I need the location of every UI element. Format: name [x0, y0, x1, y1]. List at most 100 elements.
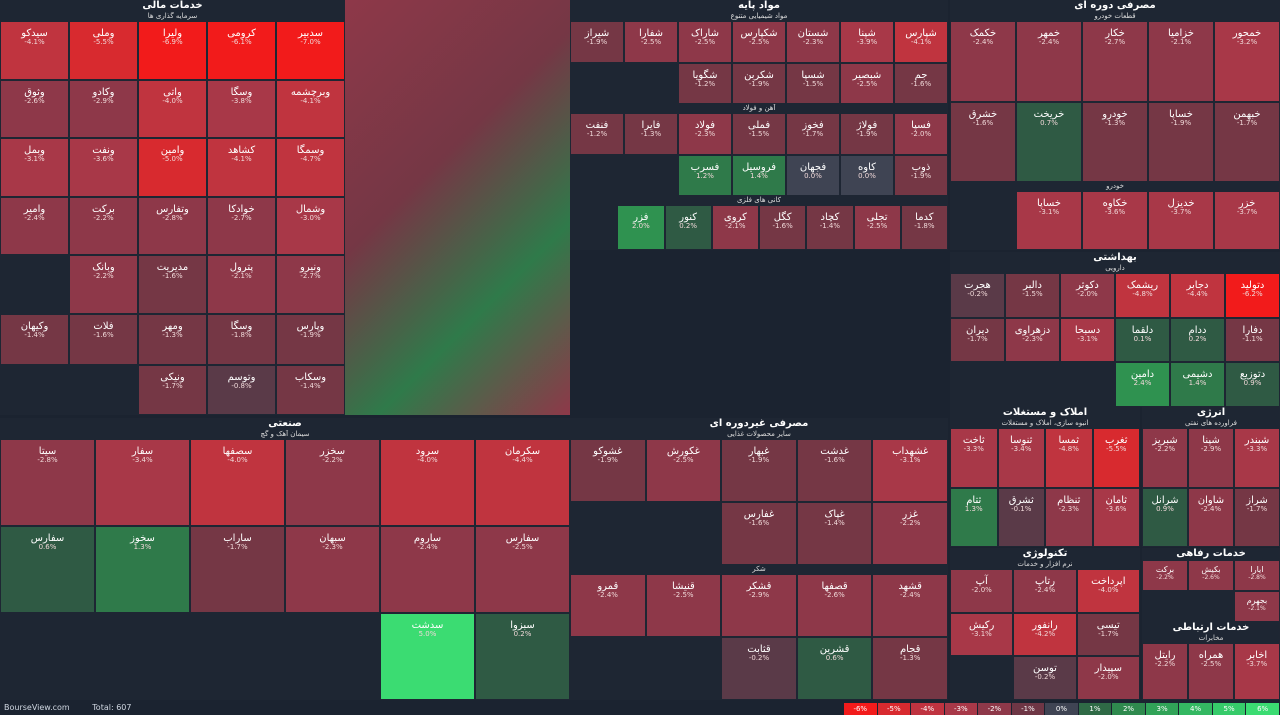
stock-tile[interactable]: شسپا -1.5% [786, 62, 840, 104]
stock-tile[interactable]: رایتل -2.2% [1142, 643, 1188, 700]
stock-tile[interactable]: سفارس 0.6% [0, 526, 95, 613]
sector-title[interactable]: مصرفی دوره ای [950, 0, 1280, 12]
stock-tile[interactable]: شرانل 0.9% [1142, 487, 1188, 547]
stock-tile[interactable]: وسکاب -1.4% [276, 364, 345, 415]
stock-tile[interactable]: شپنا -2.9% [1188, 428, 1234, 488]
stock-tile[interactable]: کشاهد -4.1% [207, 138, 276, 197]
stock-tile[interactable]: غزر -2.2% [872, 502, 948, 565]
stock-tile[interactable]: شگویا -1.2% [678, 62, 732, 104]
stock-tile[interactable]: غشهداب -3.1% [872, 439, 948, 502]
stock-tile[interactable]: فسپا -2.0% [894, 113, 948, 155]
sector-title[interactable]: بهداشتی [950, 252, 1280, 264]
stock-tile[interactable]: رتاپ -2.4% [1013, 569, 1077, 613]
industry-title[interactable]: سایر محصولات غذایی [727, 430, 791, 438]
stock-tile[interactable]: سیتا -2.8% [0, 439, 95, 526]
stock-tile[interactable]: خکار -2.7% [1082, 21, 1148, 102]
industry-title[interactable]: آهن و فولاد [742, 104, 776, 112]
stock-tile[interactable]: غپاک -1.4% [796, 502, 873, 565]
industry-title[interactable]: سرمایه گذاری ها [147, 12, 198, 20]
stock-tile[interactable]: ثتام 1.3% [950, 487, 998, 547]
stock-tile[interactable]: فسرب 1.2% [678, 154, 732, 196]
sector-title[interactable]: انرژی [1142, 407, 1280, 419]
stock-tile[interactable]: فزر 2.0% [617, 205, 665, 250]
stock-tile[interactable]: دفارا -1.1% [1225, 317, 1280, 363]
stock-tile[interactable]: غشوکو -1.9% [570, 439, 646, 502]
stock-tile[interactable]: پترول -2.1% [207, 255, 276, 314]
stock-tile[interactable]: دامین 2.4% [1115, 362, 1170, 407]
industry-title[interactable]: شکر [752, 565, 766, 573]
sector-title[interactable]: مصرفی غیردوره ای [570, 418, 948, 430]
sector-title[interactable]: خدمات ارتباطی [1142, 622, 1280, 634]
stock-tile[interactable]: غکورش -2.5% [645, 439, 722, 502]
stock-tile[interactable]: بکیش -2.6% [1188, 560, 1234, 591]
stock-tile[interactable]: ایارا -2.8% [1234, 560, 1280, 591]
stock-tile[interactable]: دالبر -1.5% [1005, 273, 1060, 318]
stock-tile[interactable]: خمهر -2.4% [1016, 21, 1082, 102]
stock-tile[interactable]: خریخت 0.7% [1016, 101, 1082, 182]
stock-tile[interactable]: ثاخت -3.3% [950, 428, 998, 488]
stock-tile[interactable]: فخوز -1.7% [786, 113, 840, 155]
stock-tile[interactable]: قمرو -2.4% [570, 574, 646, 637]
stock-tile[interactable]: خکاوه -3.6% [1082, 191, 1148, 250]
stock-tile[interactable]: وامیر -2.4% [0, 196, 69, 256]
stock-tile[interactable]: دلقما 0.1% [1115, 317, 1170, 363]
stock-tile[interactable]: غبهار -1.9% [721, 439, 797, 502]
stock-tile[interactable]: خساپا -1.9% [1148, 101, 1214, 182]
stock-tile[interactable]: قشرین 0.6% [796, 637, 873, 700]
stock-tile[interactable]: شپارس -4.1% [894, 21, 948, 63]
stock-tile[interactable]: قصفها -2.6% [796, 574, 873, 637]
stock-tile[interactable]: قشهد -2.4% [872, 574, 948, 637]
site-name[interactable]: BourseView.com [4, 703, 70, 712]
stock-tile[interactable]: قثابت -0.2% [721, 637, 797, 700]
stock-tile[interactable]: سکرمان -4.4% [475, 439, 570, 526]
stock-tile[interactable]: شبصیر -2.5% [840, 62, 894, 104]
industry-title[interactable]: نرم افزار و خدمات [1017, 560, 1073, 568]
stock-tile[interactable]: کگل -1.6% [759, 205, 807, 250]
stock-tile[interactable]: شکپارس -2.5% [732, 21, 786, 63]
stock-tile[interactable]: ثنوسا -3.4% [997, 428, 1045, 488]
industry-title[interactable]: انبوه سازی، املاک و مستغلات [1001, 419, 1089, 427]
stock-tile[interactable]: بجهرم -2.1% [1234, 591, 1280, 622]
stock-tile[interactable]: سفارس -2.5% [475, 526, 570, 613]
stock-tile[interactable]: ولیرا -6.9% [138, 21, 207, 80]
stock-tile[interactable]: هجرت -0.2% [950, 273, 1005, 318]
stock-tile[interactable]: وثوق -2.6% [0, 79, 69, 139]
stock-tile[interactable]: دیران -1.7% [950, 317, 1005, 363]
stock-tile[interactable]: خکمک -2.4% [950, 21, 1016, 102]
stock-tile[interactable]: فنفت -1.2% [570, 113, 624, 155]
stock-tile[interactable]: فملی -1.5% [732, 113, 786, 155]
sector-title[interactable]: املاک و مستغلات [950, 407, 1140, 419]
stock-tile[interactable]: کدما -1.8% [900, 205, 948, 250]
stock-tile[interactable]: وتوسم -0.8% [207, 364, 276, 415]
stock-tile[interactable]: خمحور -3.2% [1214, 21, 1280, 102]
stock-tile[interactable]: واتی -4.0% [138, 79, 207, 139]
stock-tile[interactable]: خساپا -3.1% [1016, 191, 1082, 250]
stock-tile[interactable]: سدشت 5.0% [380, 613, 475, 700]
stock-tile[interactable]: شاوان -2.4% [1188, 487, 1234, 547]
stock-tile[interactable]: ددام 0.2% [1170, 317, 1225, 363]
industry-title[interactable]: کانی های فلزی [736, 196, 781, 204]
stock-tile[interactable]: سبزوا 0.2% [475, 613, 570, 700]
stock-tile[interactable]: سخوز 1.3% [95, 526, 190, 613]
stock-tile[interactable]: وملی -5.5% [69, 21, 138, 80]
stock-tile[interactable]: کاوه 0.0% [840, 154, 894, 196]
stock-tile[interactable]: فجهان 0.0% [786, 154, 840, 196]
stock-tile[interactable]: فایرا -1.3% [624, 113, 678, 155]
stock-tile[interactable]: سخزر -2.2% [285, 439, 380, 526]
stock-tile[interactable]: ونیکی -1.7% [138, 364, 207, 415]
stock-tile[interactable]: وبرچشمه -4.1% [276, 79, 345, 139]
stock-tile[interactable]: شکربن -1.9% [732, 62, 786, 104]
stock-tile[interactable]: وتفارس -2.8% [138, 196, 207, 256]
stock-tile[interactable]: رکیش -3.1% [950, 612, 1014, 657]
stock-tile[interactable]: خزامیا -2.1% [1148, 21, 1214, 102]
stock-tile[interactable]: فروسیل 1.4% [732, 154, 786, 196]
stock-tile[interactable]: شراز -1.7% [1234, 487, 1280, 547]
industry-title[interactable]: مخابرات [1198, 634, 1224, 642]
sector-title[interactable]: تکنولوژی [950, 548, 1140, 560]
industry-title[interactable]: قطعات خودرو [1094, 12, 1136, 20]
stock-tile[interactable]: شبریز -2.2% [1142, 428, 1188, 488]
stock-tile[interactable]: فلات -1.6% [69, 314, 138, 365]
industry-title[interactable]: دارویی [1105, 264, 1125, 272]
stock-tile[interactable]: وبانک -2.2% [69, 255, 138, 314]
stock-tile[interactable]: مدیریت -1.6% [138, 255, 207, 314]
